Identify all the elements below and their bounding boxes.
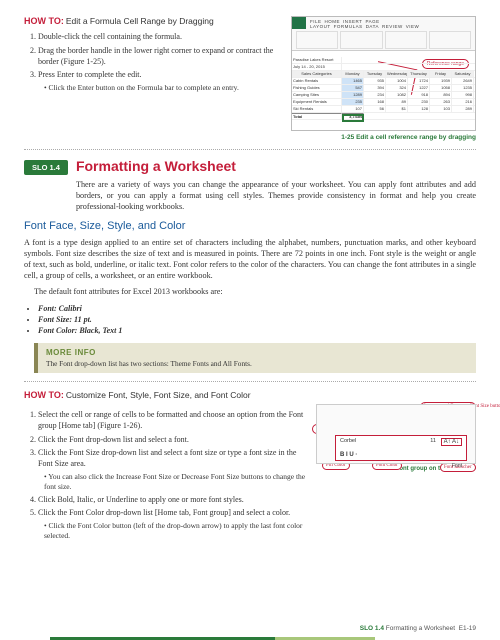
font-size-field: 11 bbox=[430, 438, 436, 444]
excel-screenshot: FILEHOMEINSERTPAGE LAYOUTFORMULASDATAREV… bbox=[291, 16, 476, 131]
howto2-heading: HOW TO: Customize Font, Style, Font Size… bbox=[24, 390, 476, 400]
section-heading: Formatting a Worksheet bbox=[76, 158, 476, 174]
howto2-substep: Click the Font Color button (left of the… bbox=[44, 521, 310, 541]
slo-badge: SLO 1.4 bbox=[24, 160, 68, 175]
defaults-list: Font: Calibri Font Size: 11 pt. Font Col… bbox=[38, 303, 476, 337]
font-group-screenshot: Corbel 11 A↑ A↓ B I U · Font bbox=[316, 404, 476, 464]
howto1-step: Double-click the cell containing the for… bbox=[38, 32, 283, 43]
howto2-substep: You can also click the Increase Font Siz… bbox=[44, 472, 310, 492]
howto1-heading: HOW TO: Edit a Formula Cell Range by Dra… bbox=[24, 16, 283, 26]
divider bbox=[24, 149, 476, 150]
howto1-step-text: Press Enter to complete the edit. bbox=[38, 70, 142, 79]
howto1-title: Edit a Formula Cell Range by Dragging bbox=[66, 16, 214, 26]
howto2-step: Select the cell or range of cells to be … bbox=[38, 410, 310, 432]
page-footer: SLO 1.4 Formatting a Worksheet E1-19 bbox=[360, 625, 476, 632]
selection-outline bbox=[342, 114, 364, 122]
howto2-step: Click the Font Size drop-down list and s… bbox=[38, 448, 310, 491]
footer-slo: SLO 1.4 bbox=[360, 625, 384, 632]
howto1-step: Drag the border handle in the lower righ… bbox=[38, 46, 283, 68]
howto1-substep: Click the Enter button on the Formula ba… bbox=[44, 83, 283, 93]
howto2-title: Customize Font, Style, Font Size, and Fo… bbox=[66, 390, 251, 400]
default-item: Font Size: 11 pt. bbox=[38, 314, 476, 325]
howto1-step: Press Enter to complete the edit. Click … bbox=[38, 70, 283, 93]
excel-tabs: FILEHOMEINSERTPAGE LAYOUTFORMULASDATAREV… bbox=[310, 19, 475, 29]
howto2-step: Click the Font drop-down list and select… bbox=[38, 435, 310, 446]
biu-buttons: B I U · bbox=[340, 452, 357, 458]
howto2-label: HOW TO: bbox=[24, 390, 64, 400]
howto1-label: HOW TO: bbox=[24, 16, 64, 26]
more-info-box: MORE INFO The Font drop-down list has tw… bbox=[34, 343, 476, 373]
subsection-heading: Font Face, Size, Style, and Color bbox=[24, 220, 476, 232]
howto2-steps: Select the cell or range of cells to be … bbox=[38, 410, 310, 541]
more-info-heading: MORE INFO bbox=[46, 348, 468, 357]
figure-1-25-caption: 1-25 Edit a cell reference range by drag… bbox=[291, 134, 476, 141]
divider bbox=[24, 381, 476, 382]
font-group-label: Font bbox=[452, 463, 462, 469]
footer-title: Formatting a Worksheet bbox=[386, 625, 455, 632]
more-info-text: The Font drop-down list has two sections… bbox=[46, 359, 468, 368]
font-paragraph: A font is a type design applied to an en… bbox=[24, 237, 476, 281]
excel-grid: Paradise Lakes Resort July 14 - 20, 2015… bbox=[292, 57, 475, 130]
howto1-steps: Double-click the cell containing the for… bbox=[38, 32, 283, 93]
incdec-buttons: A↑ A↓ bbox=[441, 438, 462, 446]
howto2-step: Click Bold, Italic, or Underline to appl… bbox=[38, 495, 310, 506]
font-name-field: Corbel bbox=[340, 438, 356, 444]
font-ribbon: Corbel 11 A↑ A↓ B I U · Font bbox=[335, 435, 467, 461]
howto2-step: Click the Font Color drop-down list [Hom… bbox=[38, 508, 310, 540]
defaults-intro: The default font attributes for Excel 20… bbox=[24, 286, 476, 297]
footer-page: E1-19 bbox=[459, 625, 476, 632]
default-item: Font Color: Black, Text 1 bbox=[38, 325, 476, 336]
excel-app-icon bbox=[292, 17, 306, 29]
default-item: Font: Calibri bbox=[38, 303, 476, 314]
intro-paragraph: There are a variety of ways you can chan… bbox=[76, 179, 476, 212]
